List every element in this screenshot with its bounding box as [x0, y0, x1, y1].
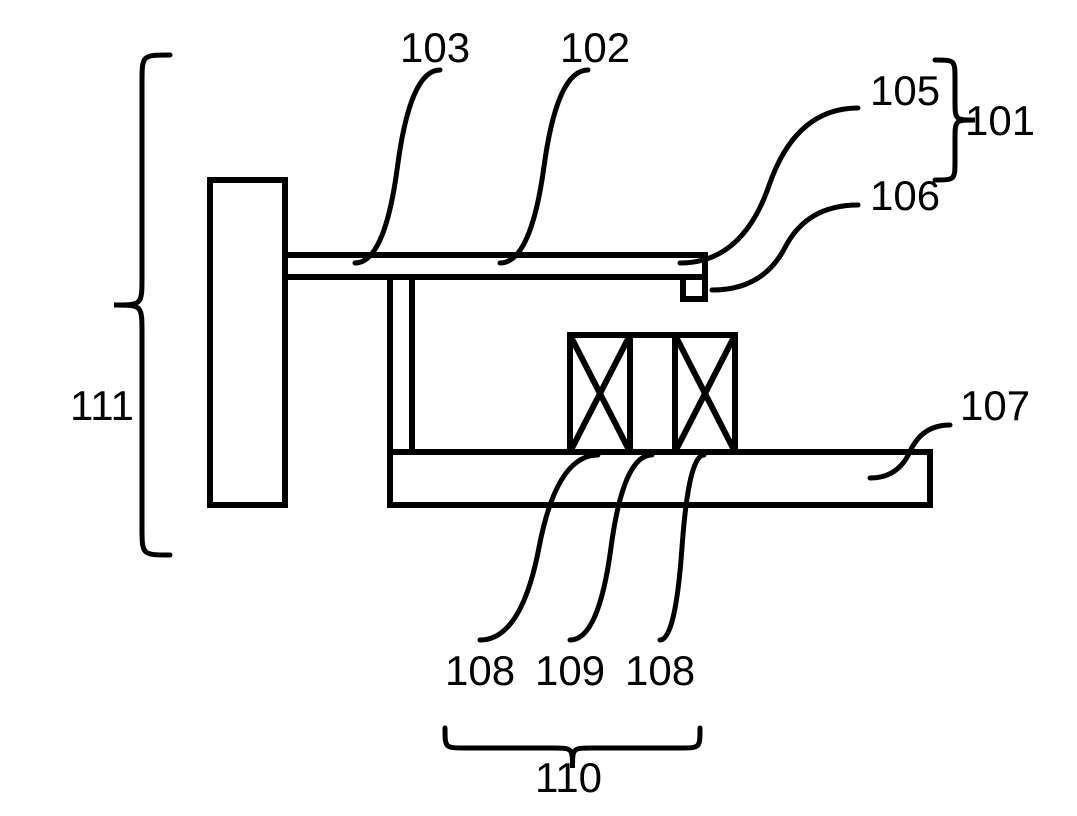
ref-label-101: 101 — [965, 97, 1035, 144]
ref-label-103: 103 — [400, 24, 470, 71]
ref-label-106: 106 — [870, 172, 940, 219]
ref-label-102: 102 — [560, 24, 630, 71]
ref-label-108: 108 — [445, 647, 515, 694]
ref-label-105: 105 — [870, 67, 940, 114]
ref-label-108: 108 — [625, 647, 695, 694]
ref-label-109: 109 — [535, 647, 605, 694]
ref-label-107: 107 — [960, 382, 1030, 429]
ref-label-111: 111 — [70, 382, 134, 429]
ref-label-110: 110 — [535, 754, 602, 801]
